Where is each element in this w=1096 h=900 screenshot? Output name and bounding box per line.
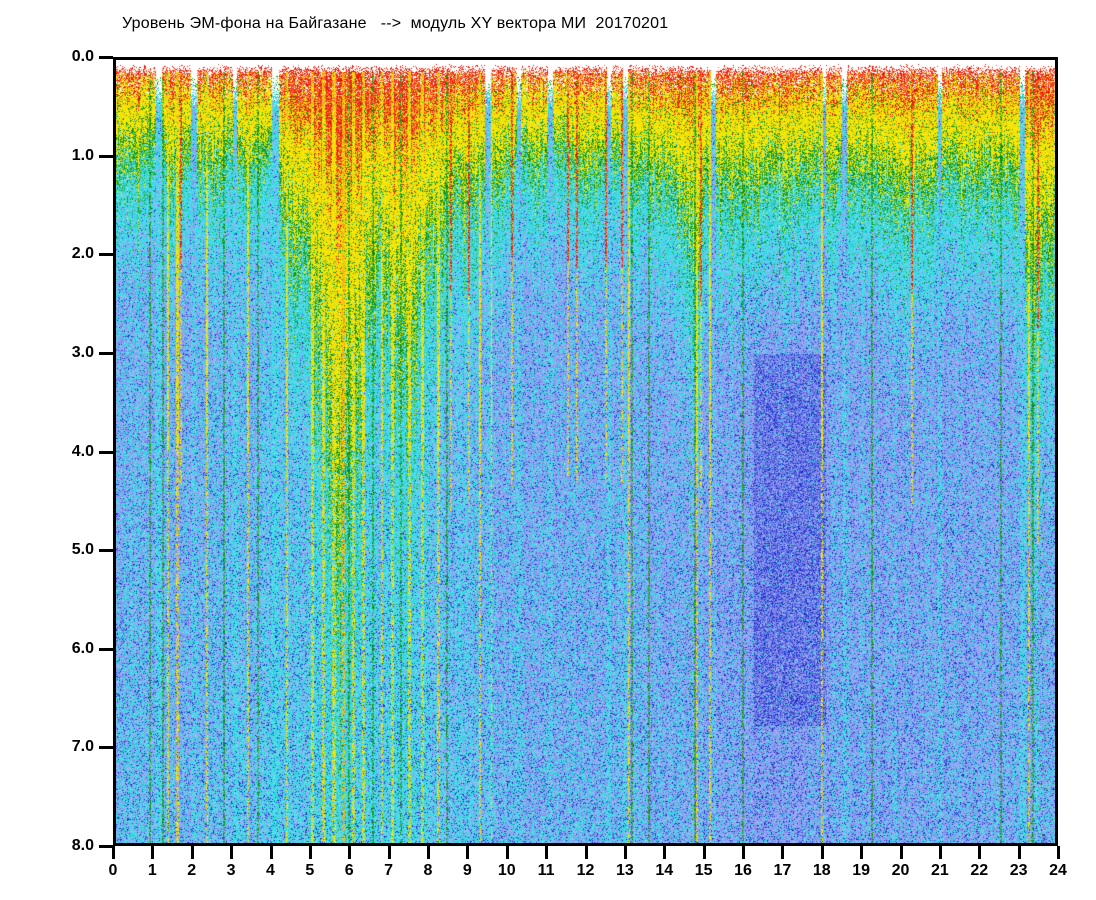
y-axis-tick bbox=[99, 746, 113, 750]
x-axis-label: 9 bbox=[462, 862, 472, 879]
x-axis-label: 16 bbox=[734, 862, 752, 879]
spectrogram-canvas bbox=[116, 60, 1055, 843]
x-axis-label: 7 bbox=[384, 862, 394, 879]
x-axis-tick bbox=[112, 846, 115, 859]
x-axis-tick bbox=[348, 846, 352, 859]
x-axis-label: 5 bbox=[305, 862, 315, 879]
x-axis-tick bbox=[584, 846, 588, 859]
x-axis-label: 11 bbox=[537, 862, 555, 879]
x-axis-label: 15 bbox=[694, 862, 713, 879]
x-axis-tick bbox=[505, 846, 509, 859]
x-axis-tick bbox=[899, 846, 903, 859]
x-axis-tick bbox=[978, 846, 982, 859]
x-axis-tick bbox=[427, 846, 430, 859]
x-axis-label: 23 bbox=[1009, 862, 1028, 879]
x-axis-tick bbox=[781, 846, 785, 859]
x-axis-tick bbox=[860, 846, 864, 859]
y-axis-tick bbox=[99, 56, 113, 59]
x-axis-label: 6 bbox=[344, 862, 354, 879]
y-axis-tick bbox=[99, 549, 113, 553]
x-axis-label: 8 bbox=[423, 862, 433, 879]
x-axis-label: 18 bbox=[812, 862, 831, 879]
x-axis-tick bbox=[938, 846, 942, 859]
x-axis-label: 14 bbox=[655, 862, 674, 879]
x-axis-label: 2 bbox=[187, 862, 197, 879]
y-axis-label: 2.0 bbox=[71, 245, 94, 263]
x-axis-tick bbox=[308, 846, 312, 859]
y-axis-label: 8.0 bbox=[71, 837, 94, 854]
x-axis-tick bbox=[269, 846, 273, 859]
y-axis-label: 0.0 bbox=[71, 48, 94, 65]
x-axis-label: 17 bbox=[773, 862, 792, 879]
x-axis-tick bbox=[623, 846, 627, 859]
x-axis-tick bbox=[820, 846, 824, 859]
x-axis-label: 13 bbox=[615, 862, 634, 879]
x-axis-label: 21 bbox=[930, 862, 949, 879]
x-axis-label: 4 bbox=[266, 862, 275, 879]
x-axis-label: 10 bbox=[497, 862, 516, 879]
x-axis-label: 22 bbox=[970, 862, 989, 879]
x-axis-tick bbox=[387, 846, 391, 859]
x-axis-label: 12 bbox=[576, 862, 595, 879]
y-axis-label: 6.0 bbox=[71, 639, 94, 657]
x-axis-tick bbox=[742, 846, 745, 859]
x-axis-label: 24 bbox=[1049, 862, 1067, 879]
y-axis-tick bbox=[99, 450, 113, 454]
x-axis-label: 3 bbox=[226, 862, 236, 879]
y-axis-label: 5.0 bbox=[71, 541, 94, 559]
y-axis-label: 3.0 bbox=[71, 343, 94, 361]
x-axis-tick bbox=[663, 846, 667, 859]
y-axis-label: 1.0 bbox=[71, 146, 94, 164]
y-axis-label: 7.0 bbox=[71, 738, 94, 756]
y-axis-tick bbox=[99, 154, 113, 158]
x-axis-label: 0 bbox=[108, 862, 118, 879]
y-axis-tick bbox=[99, 647, 113, 651]
y-axis-tick bbox=[99, 351, 113, 355]
x-axis-label: 1 bbox=[147, 862, 157, 879]
x-axis-tick bbox=[151, 846, 155, 859]
y-axis-label: 4.0 bbox=[71, 442, 94, 460]
x-axis-tick bbox=[230, 846, 234, 859]
x-axis-tick bbox=[1017, 846, 1021, 859]
x-axis-tick bbox=[545, 846, 549, 859]
y-axis-tick bbox=[99, 253, 113, 257]
x-axis-tick bbox=[702, 846, 706, 859]
x-axis-label: 19 bbox=[852, 862, 871, 879]
y-axis-tick bbox=[99, 845, 113, 848]
chart-title: Уровень ЭМ-фона на Байгазане --> модуль … bbox=[122, 15, 669, 32]
x-axis-tick bbox=[190, 846, 194, 859]
x-axis-label: 20 bbox=[891, 862, 910, 879]
x-axis-tick bbox=[466, 846, 470, 859]
x-axis-tick bbox=[1057, 846, 1060, 859]
